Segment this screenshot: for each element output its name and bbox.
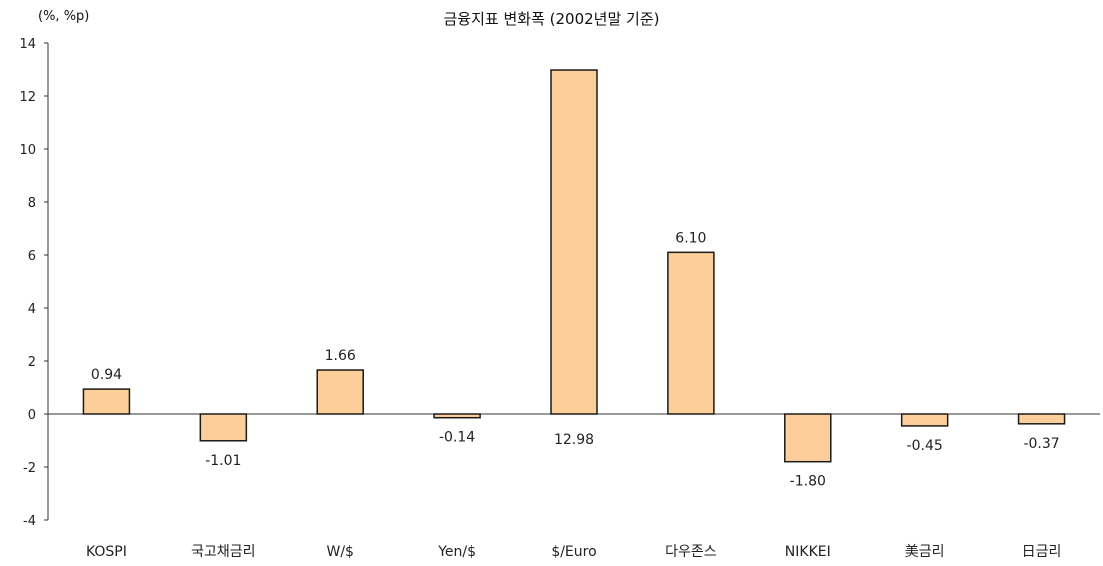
data-label: 1.66 xyxy=(325,348,356,364)
data-label: 6.10 xyxy=(675,230,706,246)
chart-title: 금융지표 변화폭 (2002년말 기준) xyxy=(443,10,660,28)
x-tick-label: NIKKEI xyxy=(785,544,831,560)
y-tick-label: 2 xyxy=(28,355,36,370)
x-tick-label: 다우존스 xyxy=(665,544,717,560)
data-label: 0.94 xyxy=(91,367,122,383)
data-label: -1.80 xyxy=(790,474,826,490)
y-tick-label: 0 xyxy=(28,408,36,423)
x-tick-label: Yen/$ xyxy=(437,544,476,560)
bar xyxy=(667,251,715,415)
x-tick-label: 日금리 xyxy=(1022,544,1062,560)
bar xyxy=(550,69,598,415)
bar xyxy=(784,413,832,463)
y-tick-label: 8 xyxy=(28,196,36,211)
y-tick-label: 6 xyxy=(28,249,36,264)
x-tick-label: W/$ xyxy=(326,544,353,560)
x-tick-label: 美금리 xyxy=(905,544,945,560)
data-label: -0.14 xyxy=(439,430,475,446)
bar xyxy=(900,413,949,427)
bar xyxy=(316,369,364,415)
bar xyxy=(1017,413,1066,425)
y-tick-label: -2 xyxy=(23,461,36,476)
y-tick-label: 14 xyxy=(19,37,36,52)
x-tick-label: KOSPI xyxy=(86,544,127,560)
data-label: -0.45 xyxy=(907,438,943,454)
x-tick-label: 국고채금리 xyxy=(191,544,255,560)
bar xyxy=(199,413,248,442)
y-tick-label: 4 xyxy=(28,302,36,317)
y-tick-label: 10 xyxy=(19,143,36,158)
data-label: -1.01 xyxy=(205,453,241,469)
bar xyxy=(82,388,131,415)
y-tick-label: 12 xyxy=(19,90,36,105)
bar xyxy=(433,413,481,419)
data-label: -0.37 xyxy=(1023,436,1059,452)
y-tick-label: -4 xyxy=(23,514,36,529)
x-tick-label: $/Euro xyxy=(551,544,596,560)
y-axis-unit: (%, %p) xyxy=(38,9,90,24)
data-label: 12.98 xyxy=(554,432,594,448)
